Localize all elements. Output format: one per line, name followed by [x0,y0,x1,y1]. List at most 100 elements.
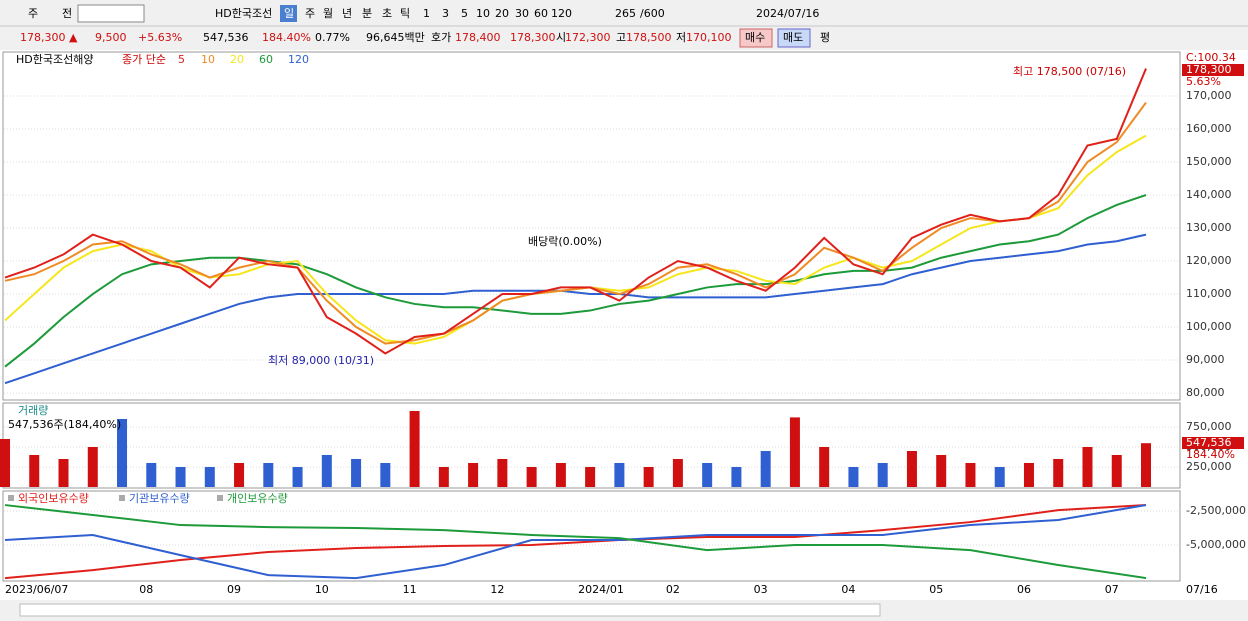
code-box[interactable] [77,4,145,23]
quote-item: 178,400 [455,31,501,44]
y-tick-label: 750,000 [1186,420,1232,433]
x-tick-label: 06 [1017,583,1031,596]
right-label: 184.40% [1186,448,1235,461]
toolbar-item: 30 [515,7,529,20]
toolbar-item: 전 [62,7,72,20]
volume-bar [351,459,362,487]
volume-bar [58,459,69,487]
toolbar-item: 2024/07/16 [756,7,819,20]
y-tick-label: -2,500,000 [1186,504,1246,517]
price-panel [2,51,1181,401]
toolbar-item: 분 [362,7,372,20]
toolbar-item: 20 [495,7,509,20]
y-tick-label: 250,000 [1186,460,1232,473]
quote-item: 172,300 [565,31,611,44]
volume-bar [1023,463,1034,487]
x-tick-label: 2024/01 [578,583,624,596]
x-tick-label: 05 [929,583,943,596]
toolbar-item: 년 [342,7,352,20]
x-tick-label: 07/16 [1186,583,1218,596]
toolbar-item: 009540 [82,7,124,20]
toolbar-item: 265 [615,7,636,20]
toolbar-item: 주 [28,7,38,20]
right-label: 547,536 [1186,436,1232,449]
panel-subtitle: 종가 단순 [122,53,166,66]
buy-button[interactable] [739,28,773,48]
y-tick-label: 160,000 [1186,122,1232,135]
toolbar-item: 초 [382,7,392,20]
day-button[interactable] [280,5,297,22]
volume-bar [497,459,508,487]
y-tick-label: 110,000 [1186,287,1232,300]
volume-bar [877,463,888,487]
quote-item: 고 [616,31,626,44]
quote-item: 170,100 [686,31,732,44]
scroll-track[interactable] [19,603,881,617]
legend-entry: 기관보유수량 [129,492,190,505]
volume-bar [789,417,800,487]
volume-bar [409,411,420,487]
quote-item: 평 [820,31,830,44]
volume-bar [117,419,128,487]
x-tick-label: 08 [139,583,153,596]
right-label: 5.63% [1186,75,1221,88]
volume-bar [585,467,596,487]
x-tick-label: 10 [315,583,329,596]
sell-button[interactable] [777,28,811,48]
y-tick-label: 140,000 [1186,188,1232,201]
legend-entry: 10 [201,53,215,66]
volume-bar [731,467,742,487]
legend-entry: 60 [259,53,273,66]
ma-line [4,194,1147,368]
quote-item: 시 [556,31,566,44]
volume-bar [321,455,332,487]
y-tick-label: 150,000 [1186,155,1232,168]
volume-bar [263,463,274,487]
ma-line [4,68,1147,355]
volume-bar [380,463,391,487]
quote-item: 0.77% [315,31,350,44]
volume-bar [175,467,186,487]
holding-line [4,504,1147,580]
volume-bar [819,447,830,487]
toolbar-item: 월 [323,7,333,20]
toolbar-item: 60 [534,7,548,20]
quote-item: 9,500 [95,31,127,44]
quote-item: 178,300 ▲ [20,31,78,44]
x-tick-label: 09 [227,583,241,596]
toolbar-item: 일 [284,6,294,20]
y-tick-label: 80,000 [1186,386,1225,399]
volume-bar [643,467,654,487]
ma-line [4,233,1147,385]
quote-item: 178,300 [510,31,556,44]
legend-entry: 5 [178,53,185,66]
toolbar-item: 3 [442,7,449,20]
x-tick-label: 04 [841,583,855,596]
legend-entry: 개인보유수량 [227,492,288,505]
y-tick-label: 170,000 [1186,89,1232,102]
quote-item: 547,536 [203,31,249,44]
toolbar-item: /600 [640,7,665,20]
panel-name: 거래량 [18,404,48,417]
toolbar-item: 10 [476,7,490,20]
volume-bar [438,467,449,487]
volume-bar [292,467,303,487]
volume-bar [468,463,479,487]
quote-item: 178,500 [626,31,672,44]
volume-bar [1111,455,1122,487]
right-label: 178,300 [1186,63,1232,76]
toolbar-item: 1 [423,7,430,20]
legend-swatch [119,495,125,501]
volume-bar [936,455,947,487]
y-tick-label: 100,000 [1186,320,1232,333]
quote-item: 호가 [431,31,451,44]
y-tick-label: 90,000 [1186,353,1225,366]
volume-bar [234,463,245,487]
legend-entry: 120 [288,53,309,66]
annotation: 최고 178,500 (07/16) [1013,65,1126,78]
volume-bar [672,459,683,487]
last-volume-box [1182,437,1244,449]
panel-name: HD한국조선해양 [16,52,93,66]
volume-bar [1082,447,1093,487]
